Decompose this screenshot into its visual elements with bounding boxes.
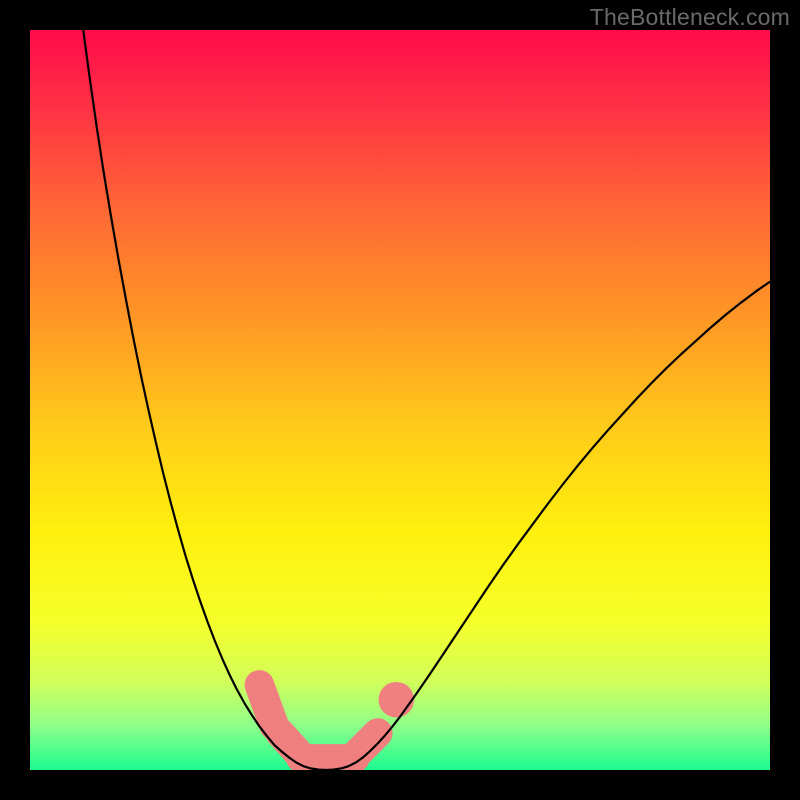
bottleneck-chart	[0, 0, 800, 800]
gradient-background	[30, 30, 770, 770]
chart-frame: TheBottleneck.com	[0, 0, 800, 800]
watermark-text: TheBottleneck.com	[590, 4, 790, 31]
